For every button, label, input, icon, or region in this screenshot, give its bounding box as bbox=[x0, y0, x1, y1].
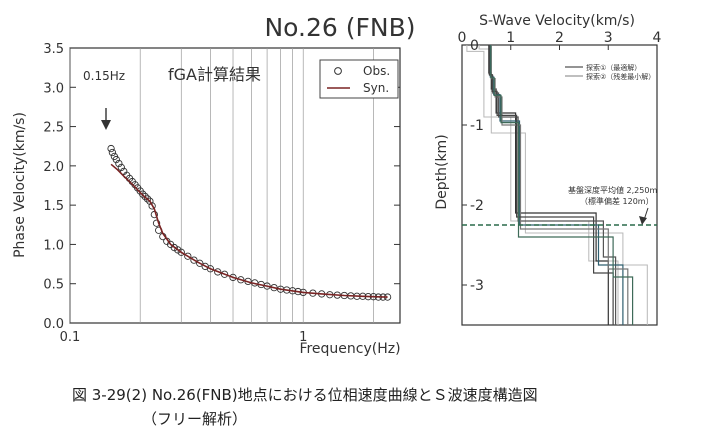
velocity-tick-label: 1 bbox=[506, 30, 515, 46]
velocity-axis-ticks: 0 1 2 3 4 bbox=[458, 30, 662, 50]
arrow-icon bbox=[639, 207, 649, 225]
y-tick-label: 1.0 bbox=[43, 238, 64, 253]
figure-title: No.26 (FNB) bbox=[264, 13, 415, 42]
syn-curve bbox=[110, 163, 388, 298]
legend-syn-label: Syn. bbox=[363, 81, 389, 95]
obs-point bbox=[170, 243, 178, 252]
y-tick-label: 3.0 bbox=[43, 81, 64, 96]
search-bound-line bbox=[478, 45, 648, 325]
obs-point bbox=[184, 252, 192, 260]
obs-point bbox=[115, 159, 123, 168]
arrow-icon bbox=[101, 108, 111, 130]
obs-point bbox=[139, 190, 147, 198]
velocity-tick-label: 2 bbox=[555, 30, 564, 46]
figure-caption-line1: 図 3-29(2) No.26(FNB)地点における位相速度曲線とＳ波速度構造図 bbox=[72, 386, 538, 404]
phase-velocity-chart: 0.00.51.01.52.02.53.03.5 0.1 1 Phase Velo… bbox=[12, 42, 401, 357]
legend-box bbox=[319, 59, 399, 99]
obs-point bbox=[143, 195, 152, 203]
frequency-annotation: 0.15Hz bbox=[83, 69, 125, 83]
legend-label-1: 探索①（最適解） bbox=[586, 63, 641, 72]
y-tick-label: 1.5 bbox=[43, 199, 64, 214]
obs-point bbox=[196, 259, 204, 267]
depth-axis-label: Depth(km) bbox=[434, 134, 450, 209]
x-tick-label: 0.1 bbox=[60, 330, 81, 345]
figure-caption-line2: （フリー解析） bbox=[142, 410, 247, 428]
y-tick-label: 3.5 bbox=[43, 42, 64, 57]
obs-point bbox=[237, 276, 245, 284]
y-tick-label: 2.0 bbox=[43, 160, 64, 175]
obs-point bbox=[146, 197, 154, 205]
obs-point bbox=[107, 144, 115, 153]
basement-annotation-line1: 基盤深度平均値 2,250m bbox=[568, 185, 657, 195]
x-tick-label: 1 bbox=[299, 330, 307, 345]
velocity-profile-line bbox=[489, 45, 624, 325]
legend-obs-marker bbox=[334, 67, 342, 75]
obs-point bbox=[141, 192, 149, 201]
velocity-tick-label: 0 bbox=[458, 30, 467, 46]
depth-tick-label: -3 bbox=[470, 278, 484, 294]
depth-tick-label: -2 bbox=[470, 198, 484, 214]
obs-point bbox=[148, 202, 156, 210]
y-tick-label: 0.0 bbox=[43, 317, 64, 332]
legend-label-2: 探索②（残差最小解） bbox=[586, 72, 655, 81]
obs-point bbox=[152, 219, 161, 227]
swave-profile-chart: S-Wave Velocity(km/s) 0 1 2 3 4 0 -1 -2 -3 Dept… bbox=[434, 13, 662, 326]
depth-tick-label: 0 bbox=[470, 38, 479, 54]
depth-axis-ticks: 0 -1 -2 -3 bbox=[462, 38, 484, 294]
obs-point bbox=[108, 148, 117, 157]
obs-point bbox=[206, 265, 215, 273]
velocity-tick-label: 3 bbox=[604, 30, 613, 46]
legend: Obs. Syn. bbox=[319, 59, 399, 99]
depth-tick-label: -1 bbox=[470, 118, 484, 134]
obs-point bbox=[117, 163, 125, 172]
chart-subtitle: fGA計算結果 bbox=[168, 65, 261, 84]
y-axis-label: Phase Velocity(km/s) bbox=[12, 112, 28, 258]
y-axis-ticks: 0.0 0.5 1.0 1.5 2.0 2.5 3.0 3.5 bbox=[43, 42, 400, 332]
basement-annotation-line2: （標準偏差 120m） bbox=[580, 196, 654, 206]
top-axis-label: S-Wave Velocity(km/s) bbox=[479, 13, 635, 29]
velocity-tick-label: 4 bbox=[653, 30, 662, 46]
obs-point bbox=[214, 268, 222, 276]
velocity-profiles bbox=[488, 45, 634, 325]
obs-point bbox=[177, 248, 185, 256]
obs-point bbox=[229, 273, 237, 282]
x-axis-ticks: 0.1 1 bbox=[60, 330, 308, 345]
y-tick-label: 2.5 bbox=[43, 121, 64, 136]
obs-point bbox=[112, 155, 120, 164]
x-axis-label: Frequency(Hz) bbox=[299, 341, 400, 357]
log-grid bbox=[69, 48, 374, 323]
velocity-profile-line bbox=[490, 45, 634, 325]
y-tick-label: 0.5 bbox=[43, 278, 64, 293]
profile-legend: 探索①（最適解） 探索②（残差最小解） bbox=[565, 63, 655, 81]
velocity-profile-line bbox=[488, 45, 614, 325]
legend-obs-label: Obs. bbox=[363, 64, 390, 78]
obs-point bbox=[190, 256, 198, 264]
syn-series bbox=[110, 163, 388, 298]
obs-point bbox=[220, 270, 229, 278]
